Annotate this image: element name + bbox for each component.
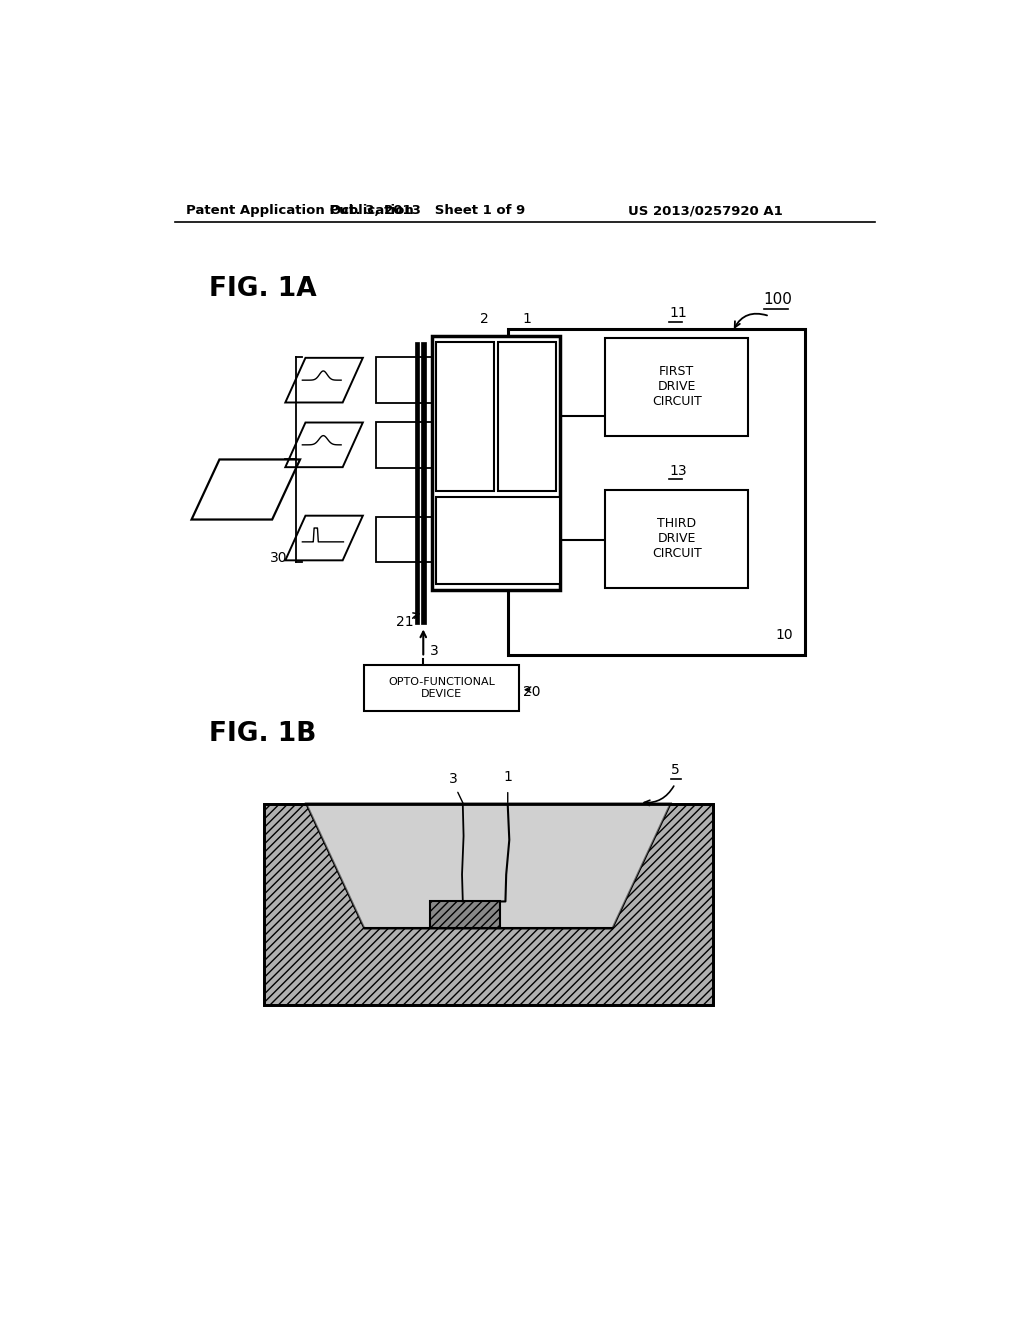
Text: 5: 5 [671, 763, 679, 777]
Bar [605, 490, 748, 589]
Text: 11: 11 [669, 306, 687, 321]
Text: 30: 30 [270, 550, 288, 565]
Bar [376, 422, 432, 469]
Text: FIG. 1A: FIG. 1A [209, 276, 317, 302]
Text: US 2013/0257920 A1: US 2013/0257920 A1 [628, 205, 782, 218]
Bar [432, 335, 560, 590]
Text: 10: 10 [775, 628, 793, 642]
Text: 1: 1 [504, 771, 512, 784]
Bar [421, 342, 426, 624]
Polygon shape [306, 804, 671, 928]
Text: 3: 3 [450, 772, 458, 785]
Bar [430, 902, 500, 928]
Text: 20: 20 [523, 685, 541, 700]
Bar [498, 342, 556, 491]
Bar [376, 358, 432, 404]
Text: FIRST
DRIVE
CIRCUIT: FIRST DRIVE CIRCUIT [652, 366, 701, 408]
Polygon shape [306, 804, 671, 928]
Bar [435, 498, 560, 585]
Bar [415, 342, 420, 624]
Text: 3: 3 [430, 644, 439, 659]
Text: THIRD
LIGHT
SOURCE: THIRD LIGHT SOURCE [475, 524, 521, 557]
Bar [376, 517, 432, 562]
Text: FIRST
LIGHT
SOURCE: FIRST LIGHT SOURCE [510, 396, 544, 437]
Text: Patent Application Publication: Patent Application Publication [186, 205, 414, 218]
Bar [263, 804, 713, 1006]
Text: Oct. 3, 2013   Sheet 1 of 9: Oct. 3, 2013 Sheet 1 of 9 [331, 205, 525, 218]
Bar [263, 804, 713, 1006]
Bar [508, 330, 805, 655]
Text: THIRD
DRIVE
CIRCUIT: THIRD DRIVE CIRCUIT [652, 517, 701, 560]
Bar [435, 342, 494, 491]
Text: 2: 2 [480, 313, 488, 326]
Text: FIG. 1B: FIG. 1B [209, 721, 316, 747]
Bar [306, 804, 671, 805]
Bar [364, 665, 519, 711]
Text: 13: 13 [669, 463, 686, 478]
Text: OPTO-FUNCTIONAL
DEVICE: OPTO-FUNCTIONAL DEVICE [388, 677, 495, 700]
Text: 100: 100 [764, 292, 793, 308]
Bar [605, 338, 748, 436]
Text: 21: 21 [395, 615, 414, 630]
Text: SECOND
LIGHT
SOURCE: SECOND LIGHT SOURCE [449, 396, 481, 437]
Text: 1: 1 [522, 313, 531, 326]
